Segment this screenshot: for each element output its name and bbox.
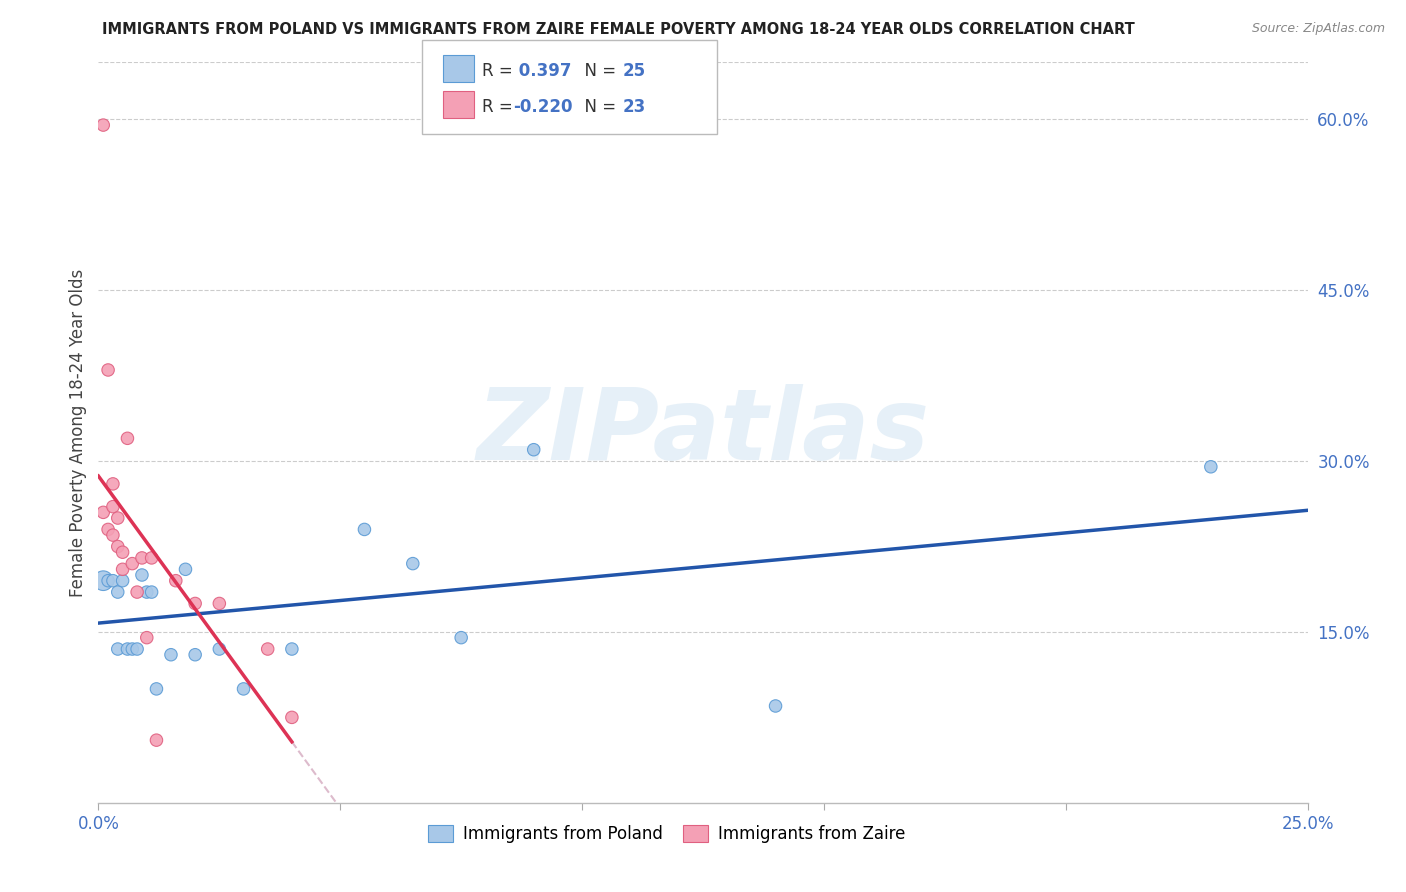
Point [523, 442, 546, 457]
Point [281, 710, 304, 724]
Point [107, 511, 129, 525]
Text: Source: ZipAtlas.com: Source: ZipAtlas.com [1251, 22, 1385, 36]
Text: ZIPatlas: ZIPatlas [477, 384, 929, 481]
Point [97, 523, 120, 537]
Point [97, 574, 120, 588]
Point [256, 642, 278, 657]
Point [208, 642, 231, 657]
Point [101, 574, 124, 588]
Point [101, 500, 124, 514]
Point [91, 505, 114, 519]
Text: 0.397: 0.397 [513, 62, 572, 80]
Point [107, 585, 129, 599]
Point [131, 550, 153, 565]
Point [111, 545, 134, 559]
Text: R =: R = [482, 98, 519, 116]
Text: R =: R = [482, 62, 519, 80]
Point [127, 642, 149, 657]
Point [450, 631, 472, 645]
Text: N =: N = [574, 98, 621, 116]
Text: N =: N = [574, 62, 621, 80]
Point [184, 597, 207, 611]
Point [111, 562, 134, 576]
Point [174, 562, 197, 576]
Point [765, 698, 787, 713]
Point [131, 568, 153, 582]
Point [208, 597, 231, 611]
Point [145, 733, 167, 747]
Point [127, 585, 149, 599]
Point [353, 523, 375, 537]
Point [121, 557, 143, 571]
Point [117, 431, 139, 445]
Point [135, 631, 157, 645]
Point [141, 585, 163, 599]
Point [117, 642, 139, 657]
Text: 23: 23 [623, 98, 647, 116]
Point [91, 574, 114, 588]
Point [97, 363, 120, 377]
Point [402, 557, 425, 571]
Point [232, 681, 254, 696]
Point [111, 574, 134, 588]
Point [107, 540, 129, 554]
Y-axis label: Female Poverty Among 18-24 Year Olds: Female Poverty Among 18-24 Year Olds [69, 268, 87, 597]
Point [101, 476, 124, 491]
Point [160, 648, 183, 662]
Point [145, 681, 167, 696]
Point [281, 642, 304, 657]
Point [107, 642, 129, 657]
Point [91, 118, 114, 132]
Point [1199, 459, 1222, 474]
Point [165, 574, 187, 588]
Point [184, 648, 207, 662]
Point [135, 585, 157, 599]
Legend: Immigrants from Poland, Immigrants from Zaire: Immigrants from Poland, Immigrants from … [422, 819, 912, 850]
Point [141, 550, 163, 565]
Point [101, 528, 124, 542]
Text: 25: 25 [623, 62, 645, 80]
Point [121, 642, 143, 657]
Text: -0.220: -0.220 [513, 98, 572, 116]
Text: IMMIGRANTS FROM POLAND VS IMMIGRANTS FROM ZAIRE FEMALE POVERTY AMONG 18-24 YEAR : IMMIGRANTS FROM POLAND VS IMMIGRANTS FRO… [103, 22, 1135, 37]
